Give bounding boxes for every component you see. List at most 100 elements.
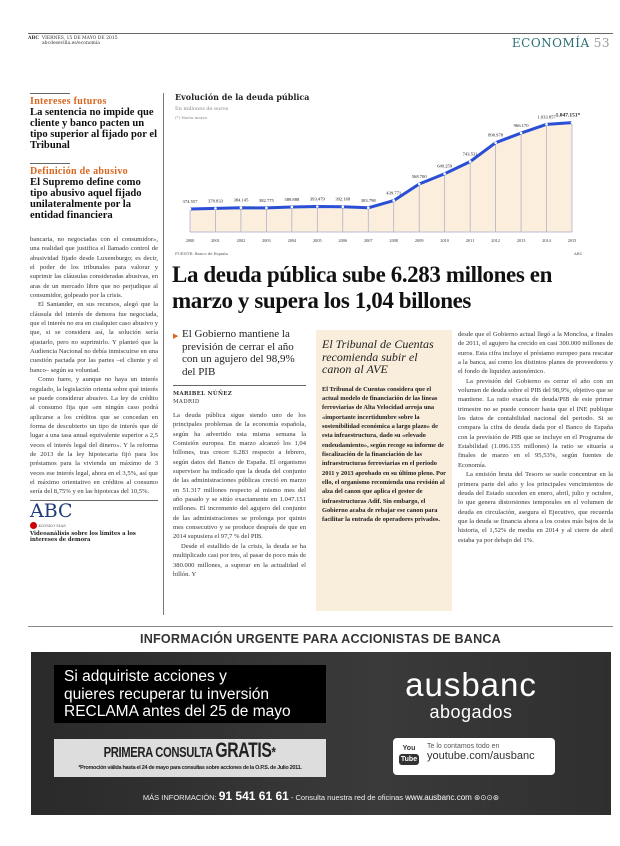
author: MARIBEL NÚÑEZ (173, 391, 233, 397)
data-label: 383.798 (361, 198, 377, 203)
website[interactable]: www.ausbanc.com (405, 793, 472, 802)
youtube-box[interactable]: You Tube Te lo contamos todo en youtube.c… (393, 738, 555, 775)
x-tick-label: 2011 (466, 238, 474, 243)
data-label: 966.170 (514, 123, 530, 128)
data-point (570, 121, 574, 124)
data-point (239, 206, 243, 210)
x-tick-label: 2009 (415, 238, 424, 243)
issue-date: VIERNES, 15 DE MAYO DE 2015 (41, 36, 118, 41)
ausbanc-logo: ausbanc abogados (371, 668, 571, 723)
promo-a: PRIMERA CONSULTA (104, 744, 216, 761)
box-body: El Tribunal de Cuentas considera que el … (322, 385, 446, 524)
social-icons[interactable]: ⊛⊙⊙⊛ (473, 793, 500, 802)
promo-note: *Promoción válida hasta el 24 de mayo pa… (78, 765, 302, 771)
data-point (545, 123, 548, 126)
place: MADRID (173, 399, 200, 405)
x-tick-label: 2014 (542, 238, 551, 243)
data-point (468, 160, 472, 163)
brand: ausbanc (405, 666, 537, 703)
data-point (443, 172, 446, 176)
divider (30, 499, 158, 501)
ad-line: RECLAMA antes del 25 de mayo (64, 703, 291, 720)
x-tick-label: 2000 (186, 238, 195, 243)
article-column-main: ▶ El Gobierno mantiene la previsión de ce… (173, 328, 306, 579)
video-caption[interactable]: Videoanálisis sobre los límites a los in… (30, 530, 136, 544)
yt-you: You (402, 745, 416, 752)
chart-credit: ABC (574, 251, 583, 256)
data-label: 743.531 (463, 152, 479, 157)
phone[interactable]: 91 541 61 61 (218, 789, 289, 803)
header-rule (28, 33, 613, 34)
data-point (214, 207, 217, 210)
article-subhead: ▶ El Gobierno mantiene la previsión de ce… (173, 328, 306, 378)
promo-star: * (271, 744, 276, 761)
data-point (265, 206, 268, 210)
data-point (392, 199, 396, 202)
x-tick-label: 2002 (237, 238, 246, 243)
section-title: ECONOMÍA 53 (512, 36, 610, 50)
data-point (366, 206, 370, 210)
side-headline: La sentencia no impide que cliente y ban… (30, 107, 158, 151)
data-point (519, 131, 523, 135)
column-divider (163, 93, 164, 615)
data-label: 1.033.857 (537, 114, 556, 119)
chart-area (190, 122, 572, 232)
ad-line: Si adquiriste acciones y (64, 668, 227, 685)
brand-sub: abogados (429, 702, 513, 722)
ad-message: Si adquiriste acciones y quieres recuper… (54, 665, 326, 723)
chart-note: (*) Hasta marzo (175, 115, 208, 120)
kicker: Definición de abusivo (30, 166, 128, 177)
debt-line (189, 121, 573, 211)
article-column-1: La deuda pública sigue siendo uno de los… (173, 411, 306, 579)
page-header-info: ABC VIERNES, 15 DE MAYO DE 2015 abcdesev… (28, 36, 118, 46)
section-url[interactable]: abcdesevilla.es/economia (42, 41, 100, 46)
chart-header: Evolución de la deuda pública En millone… (175, 92, 309, 120)
chart-source: FUENTE: Banco de España (175, 251, 228, 256)
x-tick-label: 2012 (491, 238, 500, 243)
page-number: 53 (593, 36, 610, 50)
paragraph: La deuda pública sigue siendo uno de los… (173, 412, 306, 541)
x-tick-label: 2003 (262, 238, 271, 243)
ad-line: quieres recuperar tu inversión (64, 685, 270, 703)
article-column-2: desde que el Gobierno actual llegó a la … (458, 330, 613, 545)
x-tick-label: 2008 (389, 238, 398, 243)
yt-text: Te lo contamos todo en (427, 743, 500, 750)
abc-logo[interactable]: ABC (30, 499, 73, 522)
data-label: 389.888 (284, 197, 300, 202)
paragraph: La previsión del Gobierno es cerrar el a… (458, 377, 613, 469)
data-label: 649.259 (437, 164, 453, 169)
box-title: El Tribunal de Cuentas recomienda subir … (322, 337, 434, 376)
paragraph: La emisión bruta del Tesoro se suele con… (458, 471, 613, 544)
ad-promo: PRIMERA CONSULTA GRATIS* *Promoción váli… (54, 739, 326, 777)
subhead-text: El Gobierno mantiene la previsión de cer… (182, 328, 295, 378)
foot-label: MÁS INFORMACIÓN: (142, 793, 219, 802)
data-point (188, 207, 192, 211)
divider (173, 385, 306, 386)
chart-title: Evolución de la deuda pública (175, 92, 310, 102)
data-label: 374.557 (183, 199, 199, 204)
data-point (290, 205, 294, 209)
data-point (417, 182, 421, 186)
data-point (341, 205, 345, 208)
x-tick-label: 2015 (568, 238, 577, 243)
tribunal-sidebar-box: El Tribunal de Cuentas recomienda subir … (316, 330, 452, 611)
ad-footer: MÁS INFORMACIÓN: 91 541 61 61 - Consulta… (31, 789, 611, 803)
paper-name: ABC (28, 36, 39, 41)
section-name: ECONOMÍA (511, 36, 590, 50)
x-tick-label: 2013 (517, 238, 526, 243)
kiosko-badge[interactable]: KIOSKO·MAS (30, 522, 158, 530)
kicker: Intereses futuros (30, 96, 107, 107)
left-sidebar: Intereses futuros La sentencia no impide… (30, 93, 158, 544)
foot-text: - Consulta nuestra red de oficinas (288, 793, 406, 802)
side-headline: El Supremo define como tipo abusivo aque… (30, 177, 142, 221)
divider (30, 163, 70, 164)
paragraph: Como fuere, y aunque no haya un interés … (30, 376, 158, 496)
data-point (316, 205, 319, 208)
ausbanc-ad[interactable]: Si adquiriste acciones y quieres recuper… (31, 652, 611, 815)
data-label: 890.978 (488, 133, 504, 138)
article-headline: La deuda pública sube 6.283 millones en … (172, 262, 552, 313)
data-label: 568.700 (412, 174, 428, 179)
data-label: 384.145 (233, 198, 249, 203)
yt-url[interactable]: youtube.com/ausbanc (427, 750, 535, 762)
x-tick-label: 2001 (211, 238, 220, 243)
